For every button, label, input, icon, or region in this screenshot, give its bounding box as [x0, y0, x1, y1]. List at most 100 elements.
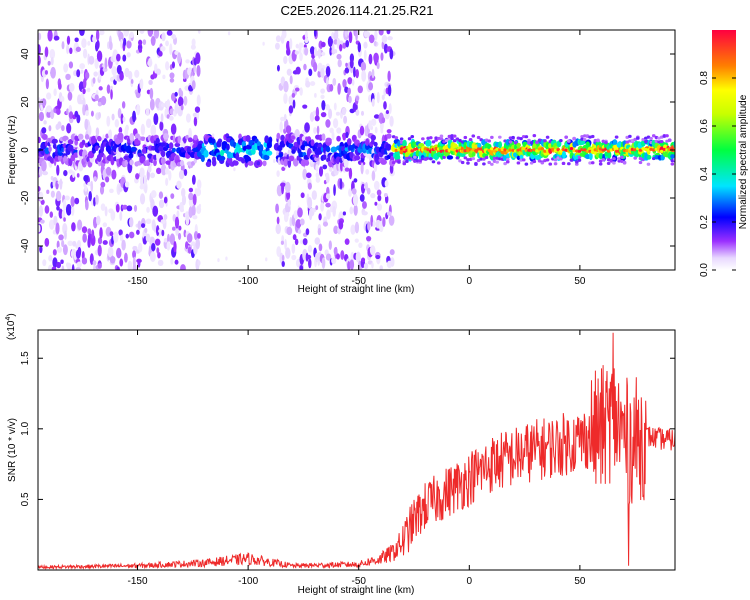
spectrogram-cell [659, 140, 664, 144]
spectrogram-cell [355, 109, 360, 116]
spectrogram-cell [198, 203, 202, 208]
spectrogram-cell [313, 61, 318, 72]
spectrogram-cell [336, 127, 342, 134]
spectrogram-cell [354, 221, 360, 234]
spectrogram-cell [76, 173, 80, 178]
spectrogram-cell [164, 167, 169, 175]
spectrogram-cell [125, 233, 130, 239]
spectrogram-cell [641, 137, 645, 142]
spectrogram-cell [397, 160, 401, 164]
spectrogram-cell [193, 116, 198, 127]
spectrogram-cell [130, 79, 134, 84]
spectrogram-cell [471, 134, 476, 138]
spectrogram-cell [299, 218, 305, 226]
spectrogram-cell [162, 74, 166, 80]
snr-y-ticks: 0.5 1.0 1.5 [20, 351, 675, 506]
spectrogram-cell [80, 69, 84, 74]
spectrogram-cell [304, 30, 308, 40]
spectrogram-cell [492, 149, 497, 153]
spectrogram-cell [139, 184, 144, 190]
spectrogram-cell [291, 254, 297, 261]
spectrogram-cell [128, 70, 133, 80]
spectrogram-cell [158, 50, 163, 57]
spectrogram-cell [545, 135, 550, 139]
spectrogram-cell [315, 176, 321, 183]
spectrogram-cell [169, 43, 173, 56]
spectrogram-cell [233, 167, 236, 172]
spectrogram-cell [425, 139, 432, 147]
spectrogram-cell [85, 110, 89, 117]
spectrogram-cell [320, 67, 325, 79]
spectrogram-cell [333, 247, 338, 255]
spectrogram-cell [38, 32, 42, 41]
spectrogram-cell [665, 134, 669, 138]
spectrogram-cell [145, 108, 150, 116]
spectrogram-cell [171, 226, 176, 231]
spectrogram-cell [617, 159, 622, 163]
spectrogram-cell [588, 152, 593, 161]
colorbar: 0.0 0.2 0.4 0.6 0.8 Normalized spectral ampl… [699, 30, 749, 277]
spectrogram-cell [177, 135, 182, 144]
spectrogram-cell [200, 154, 205, 163]
svg-text:(x104): (x104) [5, 313, 17, 340]
spectrogram-cell [280, 116, 285, 122]
spectrogram-cell [534, 155, 540, 160]
spectrogram-cell [590, 161, 595, 165]
spectrogram-cell [492, 156, 497, 160]
spectrogram-cell [479, 157, 484, 161]
multiplier-close: ) [6, 313, 17, 316]
spectrogram-cell [561, 161, 566, 166]
spectrogram-cell [638, 148, 643, 152]
spectrogram-cell [185, 59, 190, 64]
spectrogram-cell [94, 94, 99, 102]
spectrogram-cell [82, 233, 87, 243]
spectrogram-cell [325, 65, 331, 78]
spectrogram-cell [447, 148, 452, 152]
spectrogram-cell [283, 55, 288, 65]
spectrogram-cell [370, 118, 377, 126]
spectrogram-cell [175, 226, 179, 237]
spectrogram-cell [93, 176, 97, 182]
spectrogram-cell [394, 136, 399, 140]
spectrogram-cell [348, 188, 352, 197]
spectrogram-cell [331, 131, 335, 141]
spectrogram-cell [521, 134, 526, 139]
spectrogram-cell [357, 85, 363, 94]
spectrogram-cell [73, 70, 78, 77]
spectrogram-cell [391, 147, 396, 151]
spectrogram-cell [82, 88, 86, 95]
spectrogram-cell [68, 111, 74, 120]
spectrogram-cell [104, 57, 108, 70]
spectrogram-cell [407, 156, 412, 160]
spectrogram-cell [46, 189, 50, 194]
spectrogram-cell [40, 219, 45, 224]
spectrogram-cell [333, 225, 339, 235]
spectrogram-cell [327, 36, 333, 48]
spectrogram-cell [368, 82, 374, 91]
spectrogram-cell [60, 259, 64, 265]
spectrogram-cell [342, 79, 347, 88]
spectrogram-cell [40, 199, 45, 205]
spectrogram-cell [41, 133, 48, 140]
spectrogram-cell [418, 159, 423, 163]
spectrogram-cell [293, 210, 299, 220]
spectrogram-cell [376, 61, 380, 70]
spectrogram-cell [121, 101, 126, 109]
spectrogram-cell [383, 88, 387, 96]
spectrogram-cell [436, 161, 441, 165]
spectrogram-cell [266, 142, 272, 149]
spectrogram-cell [463, 156, 468, 160]
spectrogram-cell [102, 240, 108, 245]
spectrogram-cell [172, 134, 176, 144]
spectrogram-cell [99, 185, 105, 195]
spectrogram-cell [166, 114, 170, 119]
spectrogram-cell [646, 135, 651, 139]
spectrogram-cell [166, 241, 171, 251]
spectrogram-cell [381, 94, 385, 101]
spectrogram-cell [281, 260, 285, 267]
spectrogram-cell [299, 87, 303, 96]
spectrogram-cell [325, 202, 331, 208]
spectrogram-cell [161, 229, 165, 237]
spectrogram-cell [333, 31, 339, 40]
spectrogram-cell [367, 221, 371, 231]
